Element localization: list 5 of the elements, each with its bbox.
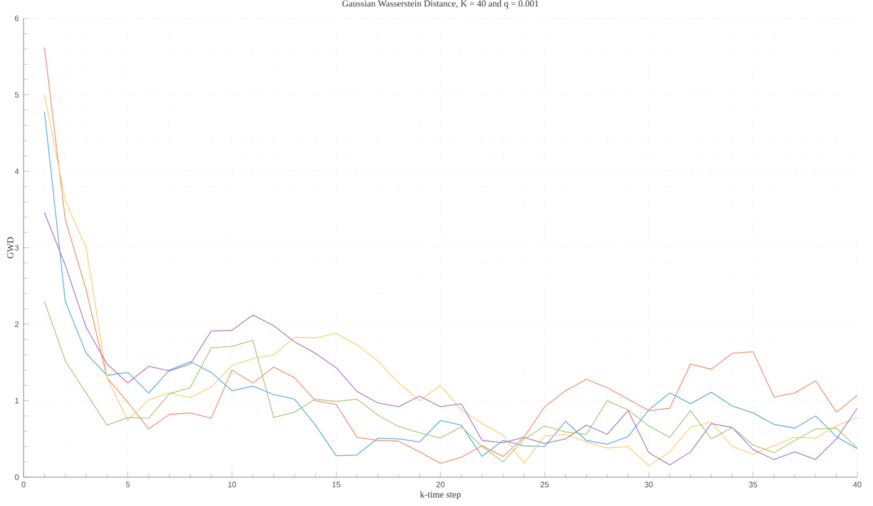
- line-series: [44, 212, 858, 466]
- chart-title: Gaussian Wasserstein Distance, K = 40 and q = 0.001: [342, 0, 538, 8]
- x-axis-title: k-time step: [420, 491, 461, 500]
- y-axis-title: GWD: [7, 237, 14, 258]
- line-series: [44, 300, 858, 462]
